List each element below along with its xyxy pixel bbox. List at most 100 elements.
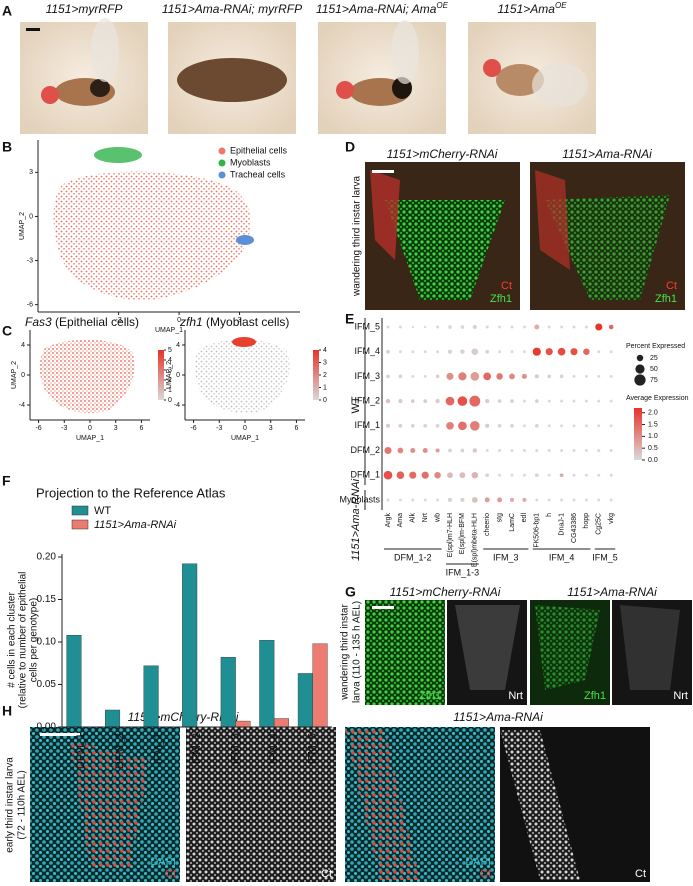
legend-dot [634, 374, 646, 386]
fly-wing [391, 20, 419, 84]
dot [424, 325, 427, 329]
dot [472, 324, 477, 330]
dot [458, 421, 467, 431]
dot [386, 498, 390, 502]
legend-swatch [218, 171, 226, 179]
cluster [39, 339, 135, 414]
colorbar-label: 4 [323, 347, 327, 354]
dot [483, 372, 492, 381]
y-tick-label: -3 [27, 257, 33, 264]
dot [535, 498, 539, 502]
colorbar [158, 350, 164, 400]
dot [522, 424, 526, 428]
x-tick-label: 6 [139, 425, 143, 432]
x-tick-label: IFM_2 [191, 733, 203, 764]
dot [560, 325, 564, 329]
dot [534, 324, 540, 330]
dot [521, 373, 527, 379]
y-tick-label: 0.10 [37, 637, 57, 648]
dot [547, 374, 552, 379]
x-tick-label: DFM_2 [114, 733, 126, 769]
dot [609, 399, 613, 403]
side-label: wandering third instar [340, 604, 351, 701]
channel: Ct [165, 868, 176, 880]
bar [220, 657, 236, 728]
panel-letter: A [2, 3, 12, 19]
fly-wing [91, 18, 119, 82]
x-tick-label: h [546, 513, 553, 517]
dot [383, 470, 393, 480]
bar [259, 640, 275, 728]
dot [471, 496, 478, 503]
panel-a [20, 18, 596, 134]
dot [572, 449, 576, 452]
dot [572, 325, 576, 329]
panel-letter: H [2, 703, 12, 719]
dot [497, 399, 502, 403]
image-title: 1151>Ama-RNAi [567, 585, 657, 599]
dot [398, 350, 402, 354]
legend-label: 1151>Ama-RNAi [94, 519, 177, 531]
dot [584, 449, 588, 452]
channel: Ct [666, 280, 677, 292]
y-tick-label: 0.00 [37, 722, 57, 733]
panel-c-art [39, 337, 290, 414]
dot [559, 374, 564, 379]
x-tick-label: -6 [190, 425, 196, 432]
y-axis-label: UMAP_2 [11, 361, 18, 389]
dot [469, 420, 480, 431]
x-tick-label: IFM_1 [152, 733, 164, 764]
dot [597, 350, 601, 354]
dot [560, 498, 564, 502]
dot [398, 498, 402, 502]
y-axis-label: (relative to number of epithelial [18, 572, 29, 709]
dot [497, 423, 502, 428]
dot [498, 325, 502, 329]
dot [534, 473, 539, 478]
panel-letter: F [2, 473, 11, 489]
y-tick-label: -4 [174, 402, 180, 409]
dot [584, 399, 588, 403]
dot [597, 399, 601, 403]
x-tick-label: stg [496, 513, 503, 522]
dot [485, 449, 489, 452]
dot [397, 447, 404, 454]
x-tick-label: E(spl)m-BFM [459, 513, 466, 554]
y-axis-label: UMAP_2 [166, 361, 173, 389]
fly-body [496, 64, 544, 96]
dot [485, 399, 490, 404]
dot [435, 423, 440, 428]
dot [436, 498, 440, 502]
dot [609, 424, 613, 428]
dot [532, 347, 541, 356]
x-tick-label: wb [434, 513, 441, 523]
y-tick-label: -4 [19, 402, 25, 409]
legend-label: 25 [650, 355, 658, 362]
x-tick-label: hopp [583, 513, 590, 529]
dot [547, 449, 551, 452]
colorbar-label: 2.0 [648, 410, 658, 417]
dot [534, 423, 539, 428]
dot [570, 348, 578, 356]
colorbar-label: 0 [323, 397, 327, 404]
dot [510, 449, 514, 452]
side-label: (72 - 110h AEL) [17, 770, 28, 839]
row-group: 1151>Ama-RNAi [350, 478, 362, 561]
gene: zfh1 [179, 315, 203, 329]
panel-letter: D [345, 139, 355, 155]
dot [498, 350, 502, 354]
pupa [177, 58, 287, 102]
x-tick-label: 0 [88, 425, 92, 432]
cluster [53, 171, 251, 301]
gene: Fas3 [25, 315, 52, 329]
dot [609, 473, 613, 477]
y-tick-label: 0 [21, 372, 25, 379]
desc: (Epithelial cells) [52, 315, 139, 329]
colorbar [313, 350, 319, 400]
dot [560, 424, 564, 428]
dot [510, 325, 514, 329]
desc: (Myoblast cells) [203, 315, 290, 329]
dot [609, 449, 613, 452]
micrograph [365, 600, 445, 705]
